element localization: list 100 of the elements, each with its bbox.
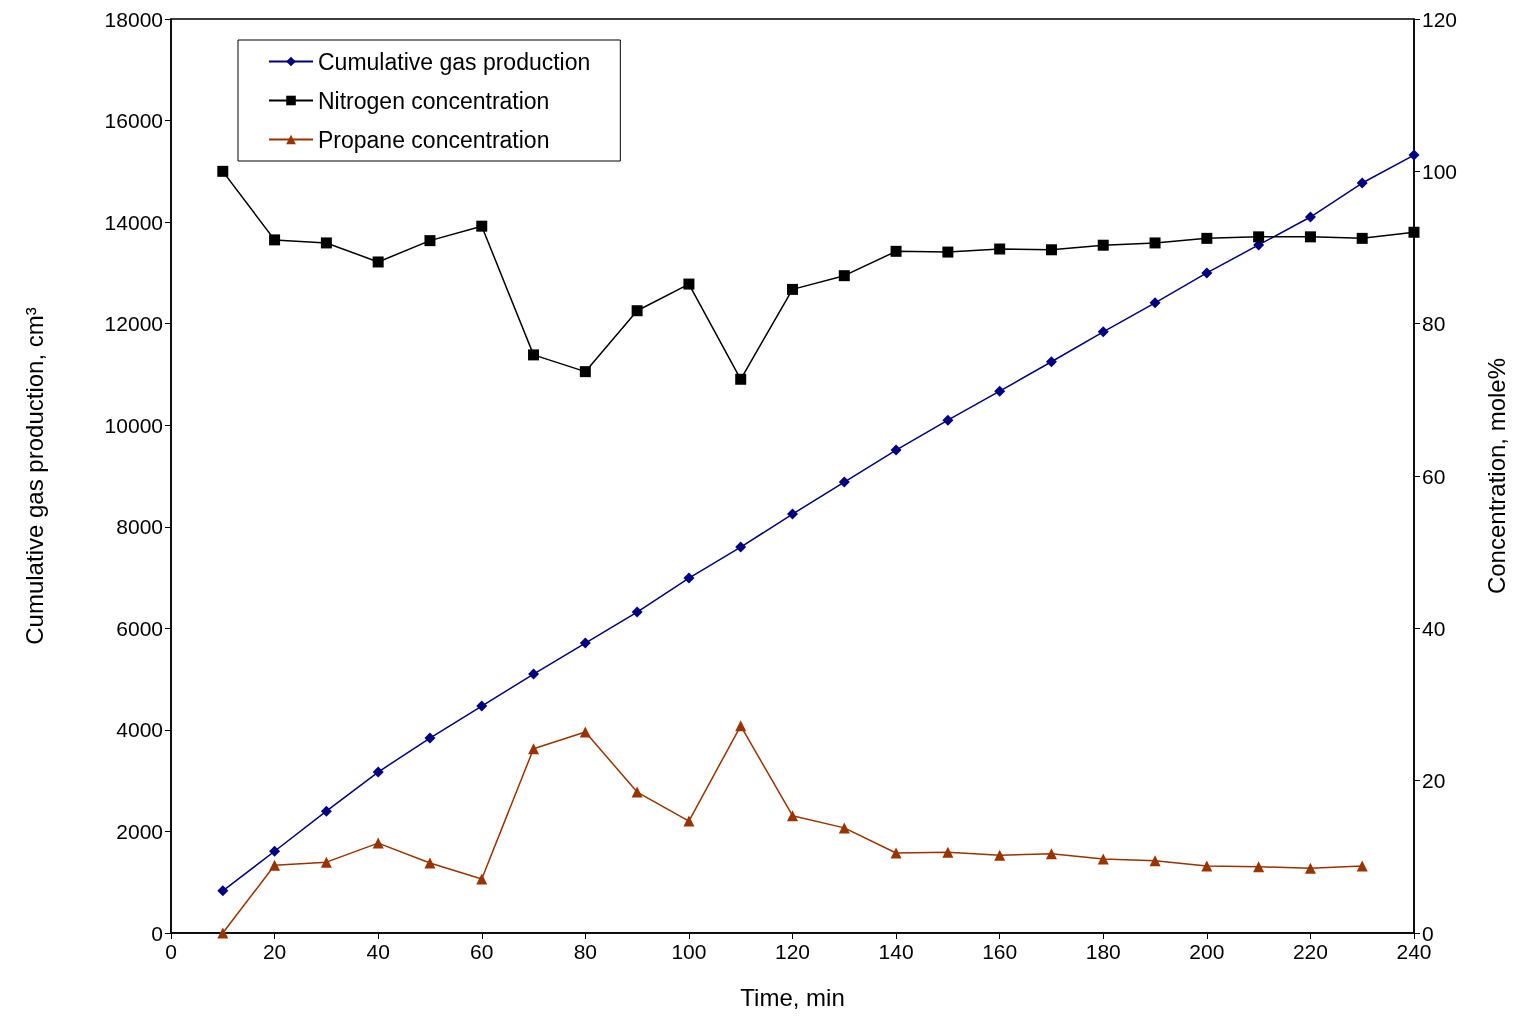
point: [424, 732, 436, 744]
point: [269, 234, 281, 246]
y-axis-title: Cumulative gas production, cm³: [20, 307, 48, 645]
point: [838, 476, 850, 488]
point: [217, 165, 229, 177]
point: [424, 857, 436, 869]
point: [683, 815, 695, 827]
point: [1149, 237, 1161, 249]
point: [994, 243, 1006, 255]
point: [1045, 244, 1057, 256]
x-tick-label: 140: [878, 940, 914, 963]
point: [217, 927, 229, 939]
point: [372, 766, 384, 778]
point: [528, 743, 540, 755]
y2-tick-label: 60: [1422, 464, 1446, 488]
point: [735, 373, 747, 385]
point: [1304, 231, 1316, 243]
point: [1356, 177, 1368, 189]
point: [320, 805, 332, 817]
point: [1408, 149, 1420, 161]
point: [320, 856, 332, 868]
point: [528, 349, 540, 361]
point: [1304, 211, 1316, 223]
point: [1201, 232, 1213, 244]
point: [1149, 855, 1161, 867]
point: [217, 885, 229, 897]
point: [994, 849, 1006, 861]
y-tick-label: 8000: [116, 515, 163, 539]
y-tick-label: 6000: [116, 616, 163, 640]
y-tick-label: 10000: [104, 413, 163, 437]
y-tick-label: 4000: [116, 718, 163, 742]
point: [838, 822, 850, 834]
point: [579, 366, 591, 378]
point: [269, 845, 281, 857]
y-tick-label: 16000: [104, 109, 163, 133]
y2-tick-label: 120: [1422, 7, 1458, 31]
point: [787, 283, 798, 295]
point: [735, 720, 747, 732]
point: [476, 873, 488, 885]
point: [683, 278, 695, 290]
point: [1149, 297, 1161, 309]
x-axis-title: Time, min: [740, 983, 845, 1011]
point: [579, 637, 591, 649]
point: [1045, 848, 1057, 860]
legend-label: Cumulative gas production: [318, 48, 591, 75]
point: [1045, 356, 1057, 368]
point: [1304, 862, 1316, 874]
point: [890, 444, 902, 456]
point: [942, 414, 954, 426]
x-tick-label: 40: [366, 940, 390, 963]
point: [787, 810, 798, 822]
point: [1097, 326, 1109, 338]
y2-tick-label: 20: [1422, 769, 1446, 793]
point: [631, 786, 643, 798]
legend-label: Propane concentration: [318, 126, 550, 153]
point: [942, 846, 954, 858]
y2-tick-label: 80: [1422, 312, 1446, 336]
y-tick-label: 14000: [104, 210, 163, 234]
point: [372, 837, 384, 849]
point: [579, 726, 591, 738]
point: [1201, 860, 1213, 872]
x-tick-label: 200: [1189, 940, 1225, 963]
point: [528, 668, 540, 680]
point: [631, 606, 643, 618]
point: [631, 305, 643, 317]
point: [476, 700, 488, 712]
point: [1356, 860, 1368, 872]
x-tick-label: 180: [1085, 940, 1121, 963]
point: [838, 270, 850, 282]
y-tick-label: 12000: [104, 312, 163, 336]
y-tick-label: 18000: [104, 7, 163, 31]
y-tick-label: 0: [151, 921, 163, 945]
x-tick-label: 20: [262, 940, 287, 963]
point: [890, 245, 902, 257]
point: [1253, 231, 1265, 243]
x-tick-label: 220: [1292, 940, 1328, 963]
point: [1201, 267, 1213, 279]
x-tick-label: 100: [671, 940, 707, 963]
point: [1356, 232, 1368, 244]
y2-tick-label: 40: [1422, 616, 1446, 640]
y2-axis-title: Concentration, mole%: [1482, 357, 1510, 595]
x-tick-label: 80: [573, 940, 598, 963]
point: [1253, 861, 1265, 873]
y-tick-label: 2000: [116, 819, 163, 843]
point: [1097, 239, 1109, 251]
point: [1097, 853, 1109, 865]
point: [320, 237, 332, 249]
point: [994, 385, 1006, 397]
point: [1408, 226, 1420, 238]
point: [476, 220, 488, 232]
x-tick-label: 120: [774, 940, 811, 963]
point: [942, 246, 954, 258]
y2-tick-label: 100: [1422, 159, 1458, 183]
point: [890, 847, 902, 859]
point: [787, 508, 798, 520]
point: [735, 541, 747, 553]
point: [683, 572, 695, 584]
point: [424, 235, 436, 247]
point: [372, 256, 384, 268]
point: [269, 859, 281, 871]
